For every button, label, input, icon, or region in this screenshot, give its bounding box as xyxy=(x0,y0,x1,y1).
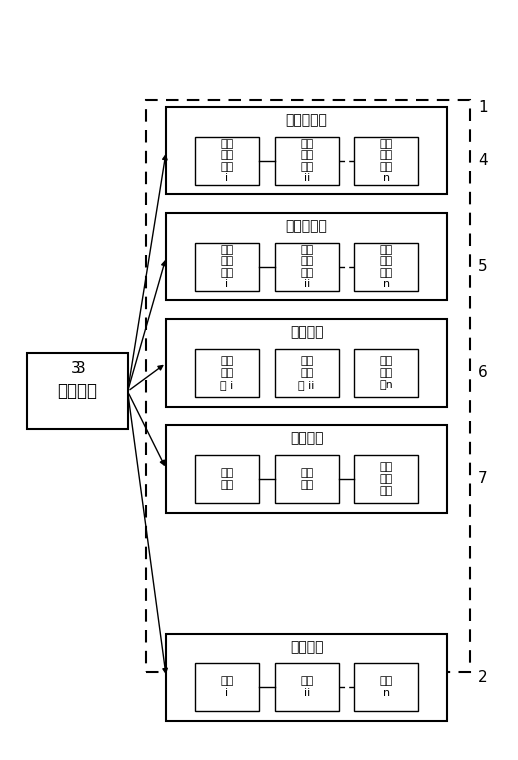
Text: 周边设备: 周边设备 xyxy=(290,640,323,654)
Text: 3: 3 xyxy=(71,361,81,376)
Bar xyxy=(195,454,259,503)
Text: 喂料
系统: 喂料 系统 xyxy=(220,468,234,489)
Bar xyxy=(275,454,339,503)
Text: 后处理系统: 后处理系统 xyxy=(286,220,327,233)
Bar xyxy=(354,137,418,185)
Text: 后处
理子
系统
i: 后处 理子 系统 i xyxy=(220,245,234,290)
Text: 3: 3 xyxy=(76,361,86,376)
Bar xyxy=(166,426,447,512)
Bar xyxy=(275,663,339,711)
Bar xyxy=(166,214,447,300)
Bar xyxy=(275,243,339,291)
Bar xyxy=(166,319,447,407)
Bar xyxy=(354,663,418,711)
Text: 控制单元: 控制单元 xyxy=(57,382,97,401)
Text: 剔除系统: 剔除系统 xyxy=(290,325,323,340)
Text: 设备
n: 设备 n xyxy=(380,676,393,698)
Text: 剔除
子系
统 i: 剔除 子系 统 i xyxy=(220,356,234,390)
Text: 6: 6 xyxy=(478,365,488,380)
Bar xyxy=(195,243,259,291)
Bar xyxy=(195,663,259,711)
Bar xyxy=(146,100,470,672)
Text: 4: 4 xyxy=(478,153,487,168)
Text: 后处
理子
系统
n: 后处 理子 系统 n xyxy=(380,245,393,290)
Bar xyxy=(275,137,339,185)
Text: 设备
ii: 设备 ii xyxy=(300,676,313,698)
Text: 辅助
控制
系统: 辅助 控制 系统 xyxy=(380,462,393,496)
Bar xyxy=(354,454,418,503)
Text: 前处
理子
系统
n: 前处 理子 系统 n xyxy=(380,138,393,183)
Bar xyxy=(354,243,418,291)
Text: 前处
理子
系统
ii: 前处 理子 系统 ii xyxy=(300,138,313,183)
Text: 其它系统: 其它系统 xyxy=(290,432,323,445)
Bar xyxy=(195,137,259,185)
Bar xyxy=(166,634,447,720)
Bar xyxy=(195,349,259,397)
Text: 前处理系统: 前处理系统 xyxy=(286,113,327,128)
Bar xyxy=(354,349,418,397)
Bar xyxy=(166,107,447,195)
Text: 1: 1 xyxy=(478,100,487,115)
Text: 7: 7 xyxy=(478,471,487,486)
Text: 5: 5 xyxy=(478,259,487,274)
Bar xyxy=(275,349,339,397)
Text: 前处
理子
系统
i: 前处 理子 系统 i xyxy=(220,138,234,183)
Text: 2: 2 xyxy=(478,670,487,685)
Text: 剔除
子系
统 ii: 剔除 子系 统 ii xyxy=(298,356,315,390)
Text: 剔除
子系
统n: 剔除 子系 统n xyxy=(380,356,393,390)
Text: 后处
理子
系统
ii: 后处 理子 系统 ii xyxy=(300,245,313,290)
Text: 设备
i: 设备 i xyxy=(220,676,234,698)
Text: 照明
系统: 照明 系统 xyxy=(300,468,313,489)
Bar xyxy=(27,353,127,429)
